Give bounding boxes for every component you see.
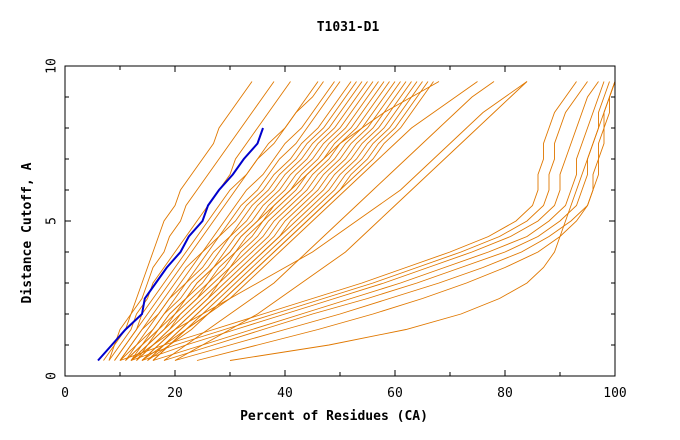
series-line-m25 (141, 81, 478, 361)
series-line-m18 (141, 81, 407, 361)
series-layer (103, 81, 616, 361)
series-line-m29 (119, 81, 577, 361)
series-line-m03 (108, 81, 291, 361)
y-axis-label: Distance Cutoff, A (20, 162, 35, 303)
series-line-m24 (125, 81, 440, 361)
highlight-series-line (97, 127, 264, 362)
x-axis-label: Percent of Residues (CA) (240, 409, 428, 424)
highlight-layer (97, 127, 264, 362)
series-line-m27 (174, 81, 528, 361)
series-line-m35 (196, 81, 616, 361)
chart-title: T1031-D1 (317, 20, 380, 35)
x-tick-label-40: 40 (277, 386, 293, 401)
series-line-m30 (130, 81, 588, 361)
series-line-m15 (136, 81, 390, 361)
series-line-m02 (108, 81, 275, 361)
y-tick-label-5: 5 (45, 217, 60, 225)
series-line-m20 (147, 81, 418, 361)
x-tick-label-20: 20 (167, 386, 183, 401)
series-line-m10 (125, 81, 363, 361)
series-line-m06 (119, 81, 335, 361)
x-tick-label-60: 60 (387, 386, 403, 401)
y-tick-label-10: 10 (45, 58, 60, 74)
series-line-m13 (130, 81, 379, 361)
series-line-m36 (229, 81, 616, 361)
x-tick-label-100: 100 (603, 386, 626, 401)
y-tick-label-0: 0 (45, 372, 60, 380)
x-tick-label-80: 80 (497, 386, 513, 401)
series-line-m28 (130, 81, 528, 361)
series-line-m08 (119, 81, 352, 361)
series-line-m31 (141, 81, 599, 361)
series-line-m32 (152, 81, 605, 361)
series-line-m05 (114, 81, 324, 361)
x-tick-label-0: 0 (61, 386, 69, 401)
series-line-m26 (163, 81, 495, 361)
tick-layer: 0 20 40 60 80 100 0 5 10 (45, 58, 627, 401)
